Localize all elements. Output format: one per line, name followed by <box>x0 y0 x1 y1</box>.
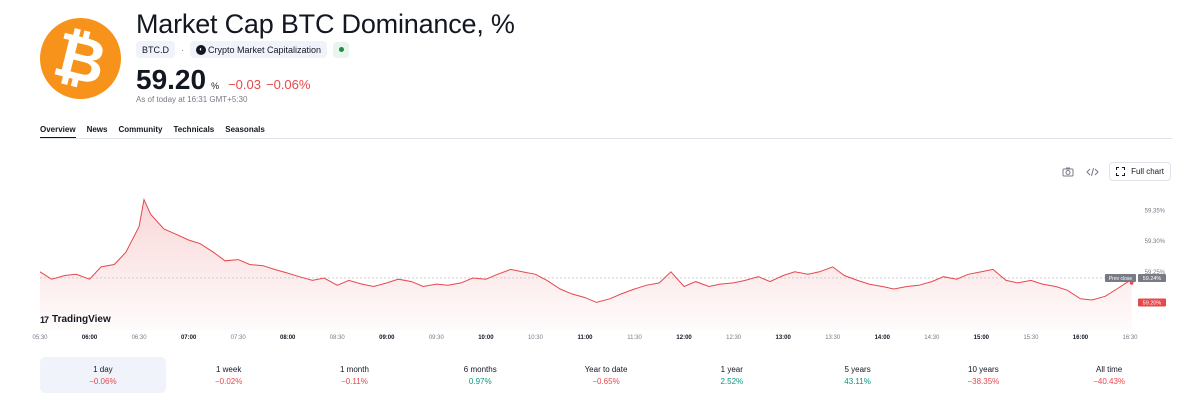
last-price-value: 59.20% <box>1143 300 1162 306</box>
x-tick-label: 13:30 <box>825 335 841 341</box>
exchange-label: Crypto Market Capitalization <box>208 44 322 55</box>
tab-news[interactable]: News <box>86 125 108 134</box>
prev-close-value: 59.24% <box>1143 276 1162 282</box>
price-row: 59.20 % −0.03 −0.06% <box>136 64 310 96</box>
chart-toolbar: Full chart <box>1061 162 1171 181</box>
x-tick-label: 13:00 <box>776 335 792 341</box>
period-year-to-date[interactable]: Year to date −0.65% <box>543 357 669 393</box>
x-tick-label: 10:00 <box>478 335 494 341</box>
performance-periods: 1 day −0.06% 1 week −0.02% 1 month −0.11% 6 mo… <box>40 357 1172 393</box>
tab-technicals[interactable]: Technicals <box>173 125 215 134</box>
tab-community[interactable]: Community <box>118 125 163 134</box>
x-tick-label: 10:30 <box>528 335 544 341</box>
x-tick-label: 12:00 <box>676 335 692 341</box>
x-tick-label: 07:30 <box>231 335 247 341</box>
period-label: 1 year <box>720 364 743 374</box>
x-tick-label: 08:00 <box>280 335 296 341</box>
period-label: 1 day <box>93 364 113 374</box>
period-label: 5 years <box>844 364 871 374</box>
period-all-time[interactable]: All time −40.43% <box>1046 357 1172 393</box>
period-change: 2.52% <box>720 376 744 386</box>
tradingview-logo-icon: 17 <box>40 314 49 325</box>
y-tick-label: 59.35% <box>1145 209 1166 215</box>
change-percent: −0.06% <box>266 77 311 92</box>
tradingview-name: TradingView <box>52 314 111 325</box>
period-label: 1 month <box>340 364 369 374</box>
chart-area-fill <box>40 199 1132 330</box>
period-change: −0.06% <box>89 376 117 386</box>
expand-icon <box>1116 167 1126 176</box>
period-change: −0.65% <box>592 376 620 386</box>
x-tick-label: 09:00 <box>379 335 395 341</box>
prev-close-badge <box>1105 273 1136 282</box>
section-tabs: Overview News Community Technicals Seasonals <box>40 125 276 139</box>
full-chart-label: Full chart <box>1131 167 1164 176</box>
x-tick-label: 09:30 <box>429 335 445 341</box>
period-change: −40.43% <box>1093 376 1126 386</box>
bitcoin-logo-icon: ₿ <box>40 16 121 100</box>
market-open-status-icon[interactable] <box>333 41 350 58</box>
exchange-chip[interactable]: ◐ Crypto Market Capitalization <box>190 41 328 58</box>
period-1-day[interactable]: 1 day −0.06% <box>40 357 166 393</box>
period-6-months[interactable]: 6 months 0.97% <box>417 357 543 393</box>
period-label: 6 months <box>463 364 497 374</box>
camera-icon[interactable] <box>1061 165 1075 179</box>
period-change: 43.11% <box>844 376 871 386</box>
full-chart-button[interactable]: Full chart <box>1109 162 1171 181</box>
tab-seasonals[interactable]: Seasonals <box>225 125 265 134</box>
period-change: −38.35% <box>967 376 1000 386</box>
period-change: 0.97% <box>468 376 492 386</box>
period-label: All time <box>1096 364 1123 374</box>
change-absolute: −0.03 <box>228 77 261 92</box>
period-5-years[interactable]: 5 years 43.11% <box>795 357 921 393</box>
period-1-year[interactable]: 1 year 2.52% <box>669 357 795 393</box>
prev-close-label: Prev close <box>1109 276 1133 282</box>
x-tick-label: 06:30 <box>132 335 148 341</box>
last-price-badge <box>1138 298 1166 307</box>
meta-separator: · <box>181 44 184 55</box>
x-tick-label: 11:00 <box>577 335 593 341</box>
y-tick-label: 59.30% <box>1145 239 1166 245</box>
x-tick-label: 07:00 <box>181 335 197 341</box>
x-tick-label: 11:30 <box>627 335 642 341</box>
y-tick-label: 59.25% <box>1145 270 1166 276</box>
current-price: 59.20 <box>136 64 207 95</box>
x-tick-label: 16:00 <box>1073 335 1089 341</box>
x-tick-label: 14:00 <box>875 335 891 341</box>
period-1-week[interactable]: 1 week −0.02% <box>166 357 292 393</box>
tabs-divider <box>40 138 1172 139</box>
period-label: 1 week <box>215 364 242 374</box>
period-10-years[interactable]: 10 years −38.35% <box>920 357 1046 393</box>
embed-code-icon[interactable] <box>1085 165 1099 179</box>
x-tick-label: 08:30 <box>330 335 346 341</box>
price-series-line <box>39 197 1133 303</box>
page-title: Market Cap BTC Dominance, % <box>136 9 515 39</box>
x-tick-label: 12:30 <box>726 335 742 341</box>
symbol-meta: BTC.D · ◐ Crypto Market Capitalization <box>136 41 350 58</box>
price-unit: % <box>211 81 220 91</box>
period-change: −0.11% <box>341 376 368 386</box>
x-tick-label: 16:30 <box>1122 335 1138 341</box>
tab-overview[interactable]: Overview <box>40 125 76 139</box>
price-chart[interactable]: 59.35% 59.30% 59.25% Prev close 59.24% 59.20%… <box>0 150 1199 350</box>
x-tick-label: 06:00 <box>82 335 98 341</box>
as-of-timestamp: As of today at 16:31 GMT+5:30 <box>136 95 248 104</box>
period-label: 10 years <box>968 364 999 374</box>
period-change: −0.02% <box>214 376 243 386</box>
x-tick-label: 15:30 <box>1023 335 1039 341</box>
exchange-icon: ◐ <box>196 44 206 55</box>
period-1-month[interactable]: 1 month −0.11% <box>292 357 418 393</box>
x-tick-label: 14:30 <box>924 335 940 341</box>
prev-close-value-badge <box>1138 273 1166 282</box>
x-tick-label: 05:30 <box>32 335 48 341</box>
x-tick-label: 15:00 <box>974 335 990 341</box>
period-label: Year to date <box>584 364 628 374</box>
symbol-chip[interactable]: BTC.D <box>136 41 175 58</box>
tradingview-brand[interactable]: 17 TradingView <box>40 314 111 325</box>
